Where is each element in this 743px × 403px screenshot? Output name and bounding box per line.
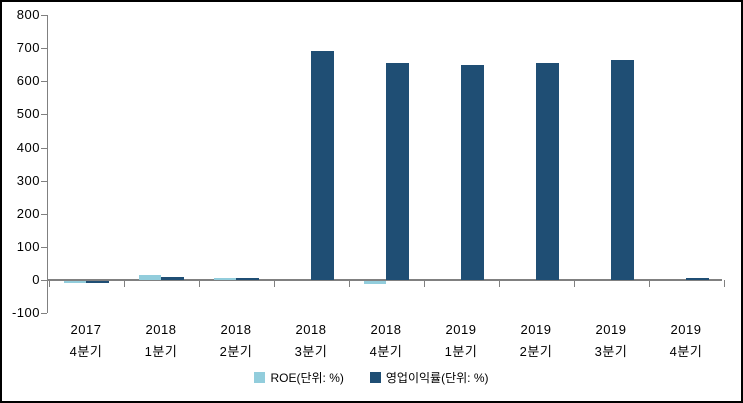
x-axis-label-year: 2018 — [295, 322, 327, 337]
y-tick — [41, 180, 47, 182]
legend-label: 영업이익률(단위: %) — [385, 371, 489, 385]
y-tick — [41, 280, 47, 281]
legend: ROE(단위: %) 영업이익률(단위: %) — [2, 369, 741, 386]
bar-operating-margin-3 — [311, 51, 334, 280]
x-axis-label-year: 2019 — [670, 322, 702, 337]
x-axis-label-quarter: 4분기 — [669, 344, 703, 359]
legend-item: 영업이익률(단위: %) — [369, 369, 489, 386]
x-axis-label-year: 2019 — [595, 322, 627, 337]
legend-label: ROE(단위: %) — [270, 371, 344, 385]
y-axis-label: 700 — [16, 40, 40, 56]
x-axis-label-year: 2017 — [70, 322, 102, 337]
x-axis-label-quarter: 3분기 — [294, 344, 328, 359]
x-axis-label-quarter: 2분기 — [219, 344, 253, 359]
y-tick — [41, 15, 47, 16]
x-tick — [648, 280, 650, 287]
x-axis-label-quarter: 3분기 — [594, 344, 628, 359]
y-axis-label: 100 — [16, 238, 40, 254]
bar-operating-margin-4 — [386, 63, 409, 280]
y-tick — [41, 213, 47, 215]
bar-operating-margin-1 — [161, 276, 184, 280]
bar-operating-margin-6 — [536, 63, 559, 280]
bar-roe-4 — [363, 281, 386, 285]
x-axis-label-quarter: 1분기 — [144, 344, 178, 359]
y-axis-label: -100 — [11, 305, 40, 321]
y-tick — [41, 81, 47, 83]
legend-item: ROE(단위: %) — [254, 369, 344, 386]
x-tick — [498, 280, 500, 287]
x-axis-label-year: 2018 — [220, 322, 252, 337]
y-tick — [41, 114, 47, 116]
y-axis-label: 600 — [16, 73, 40, 89]
y-axis-line — [47, 15, 48, 313]
bar-roe-2 — [213, 278, 236, 280]
x-axis-label-year: 2019 — [445, 322, 477, 337]
legend-swatch-roe — [254, 372, 266, 383]
y-tick — [41, 246, 47, 248]
y-axis-label: 500 — [16, 106, 40, 122]
x-tick — [723, 280, 725, 287]
bar-roe-1 — [138, 275, 161, 280]
x-tick — [123, 280, 125, 287]
x-axis-label-quarter: 1분기 — [444, 344, 478, 359]
y-axis-label: 200 — [16, 205, 40, 221]
x-axis-label-quarter: 4분기 — [369, 344, 403, 359]
x-axis-label-year: 2018 — [145, 322, 177, 337]
y-tick — [41, 147, 47, 149]
x-axis-label-year: 2018 — [370, 322, 402, 337]
y-axis-label: 300 — [16, 172, 40, 188]
legend-swatch-operating-margin — [369, 372, 381, 383]
y-tick — [41, 48, 47, 50]
x-axis-line — [47, 279, 722, 281]
bar-roe-0 — [63, 281, 86, 283]
bar-operating-margin-5 — [461, 64, 484, 280]
x-tick — [48, 280, 50, 287]
x-tick — [573, 280, 575, 287]
x-tick — [348, 280, 350, 287]
y-tick — [41, 313, 47, 315]
x-tick — [198, 280, 200, 287]
y-axis-label: 0 — [32, 272, 40, 287]
x-tick — [273, 280, 275, 287]
x-tick — [423, 280, 425, 287]
y-axis-label: 400 — [16, 139, 40, 155]
bar-operating-margin-0 — [86, 281, 109, 283]
x-axis-label-quarter: 4분기 — [69, 344, 103, 359]
bar-operating-margin-7 — [611, 59, 634, 280]
x-axis-label-quarter: 2분기 — [519, 344, 553, 359]
bar-operating-margin-8 — [686, 278, 709, 280]
x-axis-label-year: 2019 — [520, 322, 552, 337]
y-axis-label: 800 — [16, 7, 40, 22]
bar-operating-margin-2 — [236, 278, 259, 280]
